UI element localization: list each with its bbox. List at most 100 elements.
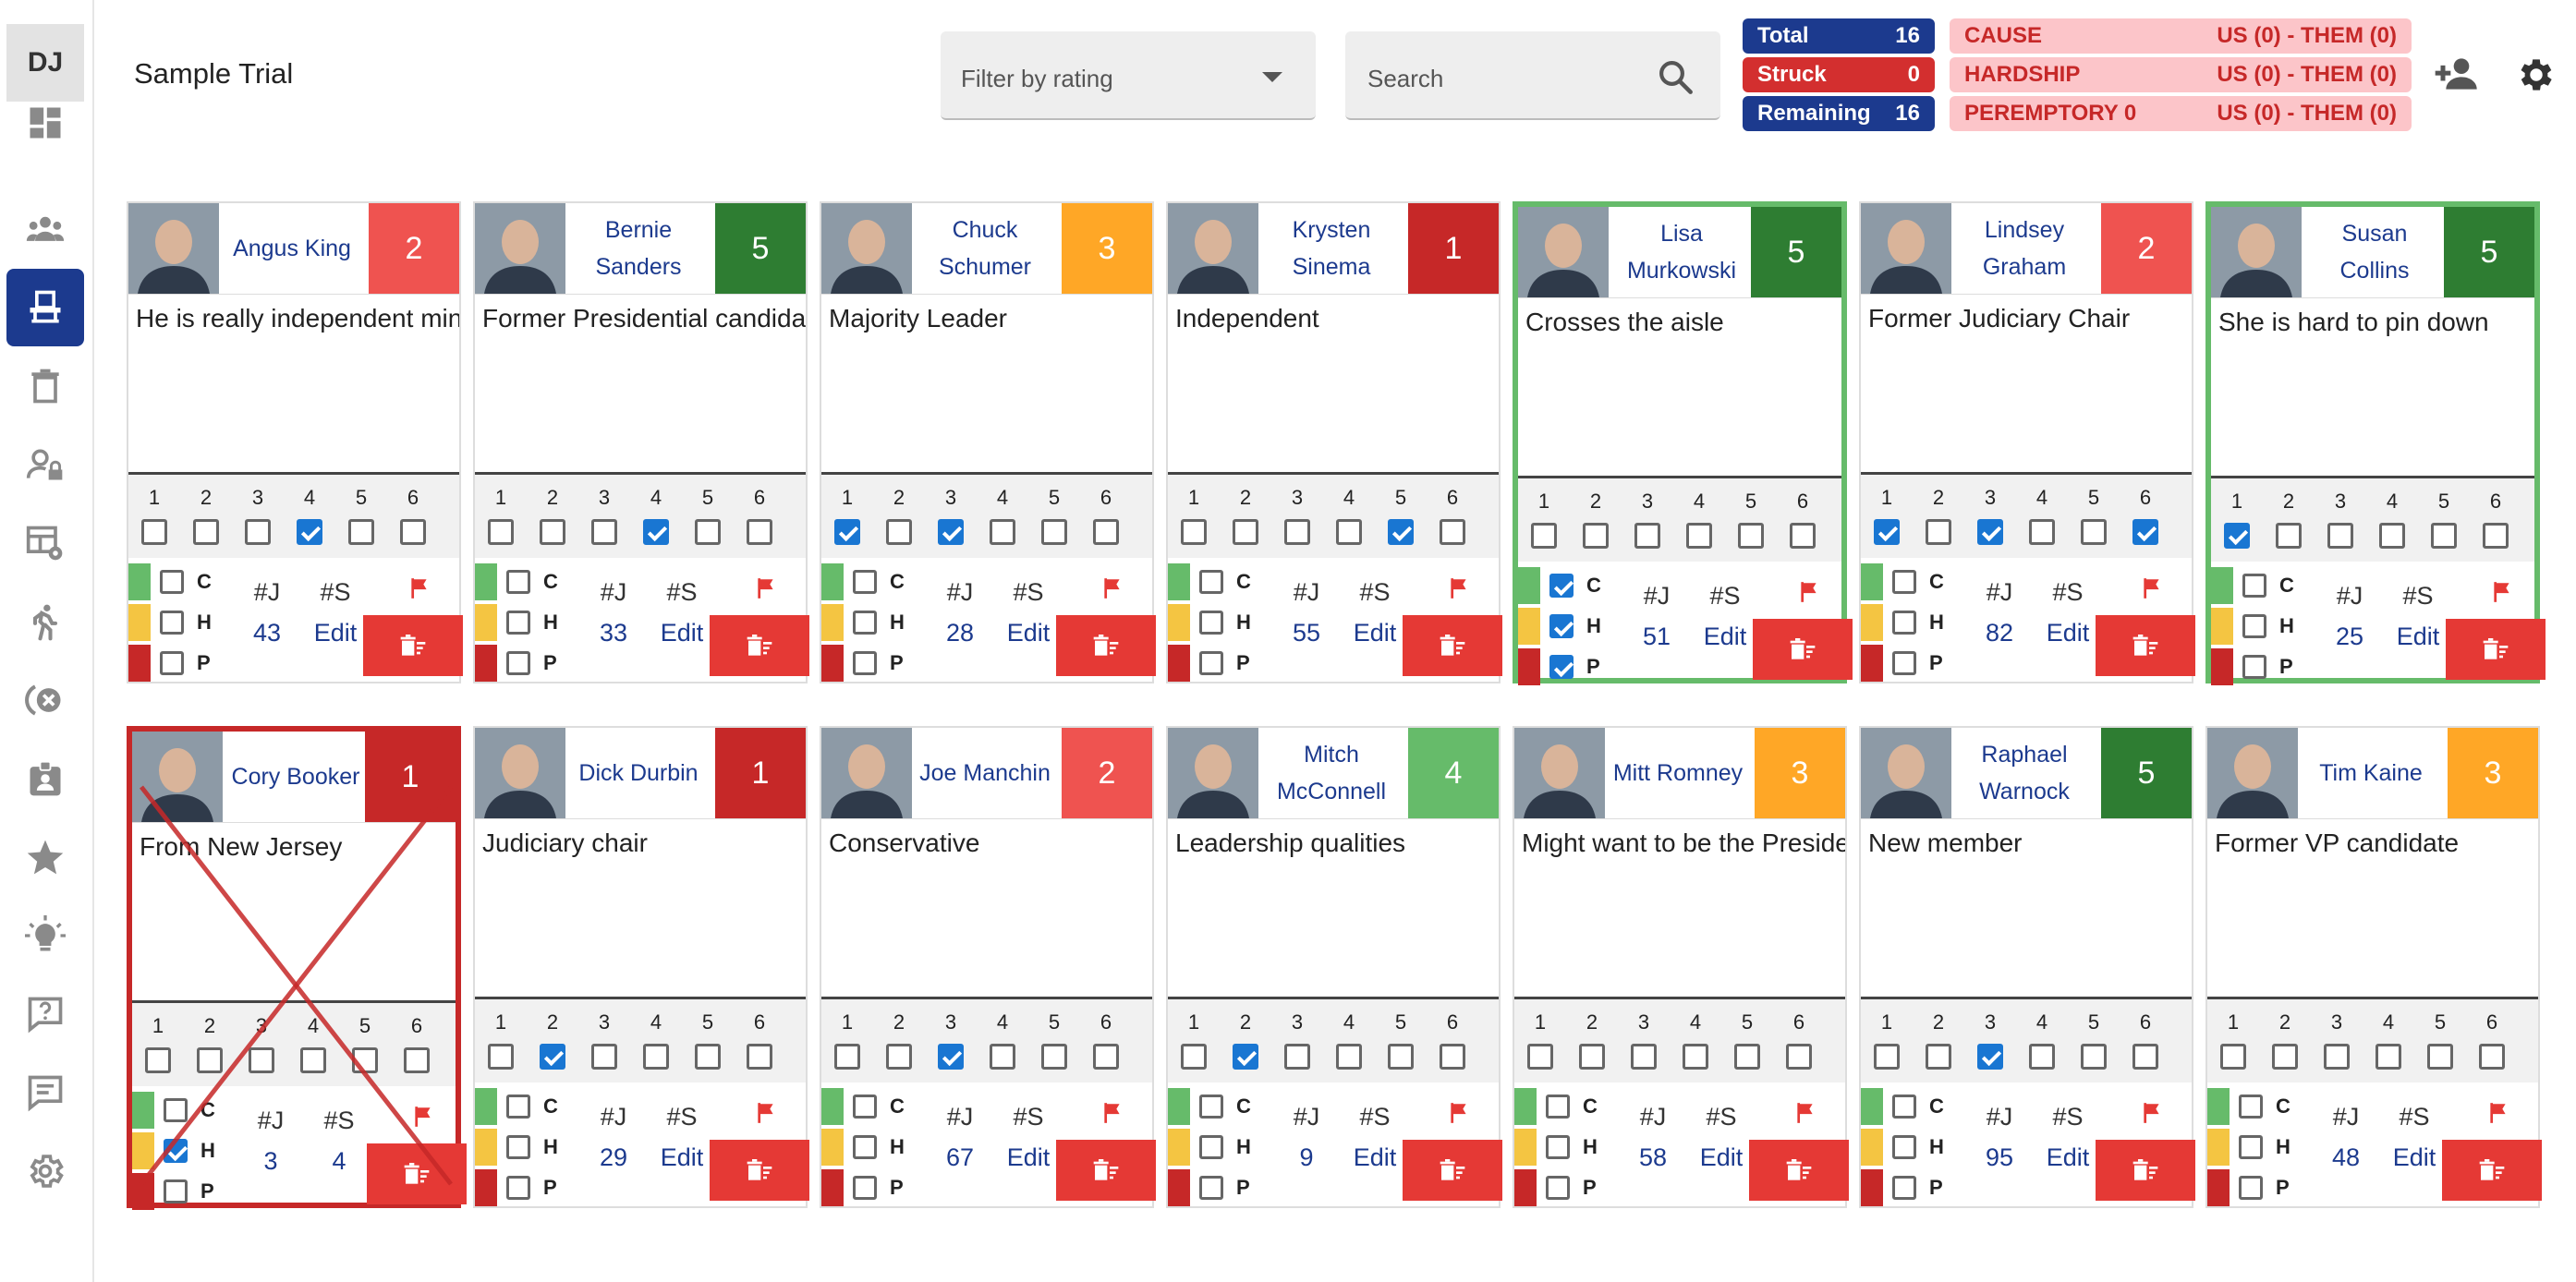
strike-juror-button[interactable] <box>1056 1140 1156 1201</box>
question-checkbox[interactable] <box>1440 1044 1465 1070</box>
question-checkbox[interactable] <box>1093 1044 1119 1070</box>
seat-edit-link[interactable]: Edit <box>1353 619 1397 647</box>
challenge-h-checkbox[interactable] <box>1199 611 1223 635</box>
question-checkbox[interactable] <box>1790 523 1816 549</box>
juror-note[interactable]: Former Judiciary Chair <box>1861 294 2192 475</box>
strike-juror-button[interactable] <box>1056 615 1156 676</box>
question-checkbox[interactable] <box>1093 519 1119 545</box>
nav-item-trash[interactable] <box>6 347 84 425</box>
juror-note[interactable]: Independent <box>1168 294 1499 475</box>
question-checkbox[interactable] <box>1686 523 1712 549</box>
question-checkbox[interactable] <box>2272 1044 2298 1070</box>
flag-button[interactable]: 3 <box>1065 565 1389 610</box>
flag-button[interactable] <box>719 571 809 608</box>
question-checkbox[interactable] <box>300 1047 326 1073</box>
challenge-p-checkbox[interactable] <box>1892 651 1916 675</box>
juror-name[interactable]: Tim Kaine <box>2319 760 2423 786</box>
question-checkbox[interactable] <box>1977 1044 2003 1070</box>
nav-item-person-walking[interactable] <box>6 583 84 660</box>
seat-edit-link[interactable]: Edit <box>1006 1143 1051 1171</box>
question-checkbox[interactable] <box>1579 1044 1605 1070</box>
challenge-c-toggle[interactable]: C <box>2239 1088 2294 1125</box>
question-checkbox[interactable] <box>2132 519 2158 545</box>
avatar[interactable]: DJ <box>6 24 84 102</box>
flag-button[interactable] <box>1758 1095 1849 1132</box>
challenge-h-checkbox[interactable] <box>853 1135 877 1159</box>
challenge-p-checkbox[interactable] <box>1199 1176 1223 1200</box>
nav-item-lightbulb[interactable] <box>6 897 84 974</box>
question-checkbox[interactable] <box>145 1047 171 1073</box>
juror-note[interactable]: Crosses the aisle <box>1518 297 1841 478</box>
juror-name[interactable]: Krysten Sinema <box>1292 217 1371 280</box>
juror-rating-badge[interactable]: 5 <box>2444 207 2534 297</box>
seat-edit-link[interactable]: Edit <box>2046 1143 2090 1171</box>
question-checkbox[interactable] <box>488 1044 514 1070</box>
juror-number-value[interactable]: 58 <box>1638 1143 1668 1171</box>
question-checkbox[interactable] <box>1388 1044 1414 1070</box>
seat-edit-link[interactable]: Edit <box>1699 1143 1744 1171</box>
question-checkbox[interactable] <box>834 1044 860 1070</box>
question-checkbox[interactable] <box>1388 519 1414 545</box>
juror-rating-badge[interactable]: 2 <box>2101 203 2192 294</box>
question-checkbox[interactable] <box>141 519 167 545</box>
challenge-p-checkbox[interactable] <box>853 1176 877 1200</box>
question-checkbox[interactable] <box>348 519 374 545</box>
challenge-p-checkbox[interactable] <box>853 651 877 675</box>
challenge-h-checkbox[interactable] <box>1549 614 1574 638</box>
challenge-c-toggle[interactable]: C <box>160 563 215 600</box>
juror-number-value[interactable]: 95 <box>1985 1143 2014 1171</box>
juror-name[interactable]: Mitt Romney <box>1612 760 1744 786</box>
challenge-c-toggle[interactable]: C <box>164 1092 219 1129</box>
question-checkbox[interactable] <box>2224 523 2250 549</box>
nav-item-user-lock[interactable] <box>6 426 84 503</box>
question-checkbox[interactable] <box>834 519 860 545</box>
challenge-p-checkbox[interactable] <box>506 651 530 675</box>
question-checkbox[interactable] <box>1583 523 1609 549</box>
question-checkbox[interactable] <box>249 1047 274 1073</box>
question-checkbox[interactable] <box>1874 519 1900 545</box>
challenge-c-checkbox[interactable] <box>1892 1095 1916 1119</box>
challenge-c-checkbox[interactable] <box>1199 570 1223 594</box>
question-checkbox[interactable] <box>695 1044 721 1070</box>
challenge-h-toggle[interactable]: H <box>1199 1129 1255 1166</box>
juror-name[interactable]: Susan Collins <box>2339 221 2410 284</box>
nav-item-seat[interactable] <box>6 269 84 346</box>
challenge-h-checkbox[interactable] <box>506 1135 530 1159</box>
add-user-icon[interactable] <box>2434 55 2480 92</box>
question-checkbox[interactable] <box>2029 1044 2055 1070</box>
challenge-p-toggle[interactable]: P <box>1892 1169 1948 1206</box>
challenge-p-toggle[interactable]: P <box>853 645 908 682</box>
juror-rating-badge[interactable]: 1 <box>715 728 806 818</box>
flag-button[interactable] <box>719 1095 809 1132</box>
challenge-h-toggle[interactable]: H <box>160 604 215 641</box>
question-checkbox[interactable] <box>990 519 1015 545</box>
nav-item-gear[interactable] <box>6 1132 84 1210</box>
flag-button[interactable] <box>2105 1095 2195 1132</box>
question-checkbox[interactable] <box>1631 1044 1657 1070</box>
juror-rating-badge[interactable]: 4 <box>1408 728 1499 818</box>
juror-rating-badge[interactable]: 5 <box>2101 728 2192 818</box>
juror-card[interactable]: Raphael Warnock 5 New member 1 2 3 4 5 6 C H P #J 95 #… <box>1859 726 2195 1208</box>
strike-juror-button[interactable] <box>1749 1140 1849 1201</box>
challenge-p-checkbox[interactable] <box>2242 655 2266 679</box>
search-input[interactable]: Search <box>1345 31 1720 120</box>
flag-button[interactable]: 1 <box>376 1094 699 1138</box>
question-checkbox[interactable] <box>1041 519 1067 545</box>
seat-edit-link[interactable]: Edit <box>1006 619 1051 647</box>
seat-edit-link[interactable]: Edit <box>660 619 704 647</box>
seat-edit-link[interactable]: Edit <box>2396 623 2440 650</box>
question-checkbox[interactable] <box>1233 519 1258 545</box>
seat-edit-link[interactable]: Edit <box>2392 1143 2436 1171</box>
question-checkbox[interactable] <box>1336 519 1362 545</box>
juror-card[interactable]: Krysten Sinema 1 Independent 1 2 3 4 5 6 C H P #J 55 #… <box>1166 201 1502 683</box>
question-checkbox[interactable] <box>1977 519 2003 545</box>
challenge-c-checkbox[interactable] <box>506 1095 530 1119</box>
challenge-p-toggle[interactable]: P <box>506 1169 562 1206</box>
flag-button[interactable] <box>1412 1095 1502 1132</box>
question-checkbox[interactable] <box>747 1044 772 1070</box>
juror-number-value[interactable]: 55 <box>1292 619 1321 647</box>
juror-name[interactable]: Raphael Warnock <box>1979 742 2070 804</box>
juror-rating-badge[interactable]: 5 <box>715 203 806 294</box>
question-checkbox[interactable] <box>1041 1044 1067 1070</box>
flag-button[interactable] <box>1412 571 1502 608</box>
